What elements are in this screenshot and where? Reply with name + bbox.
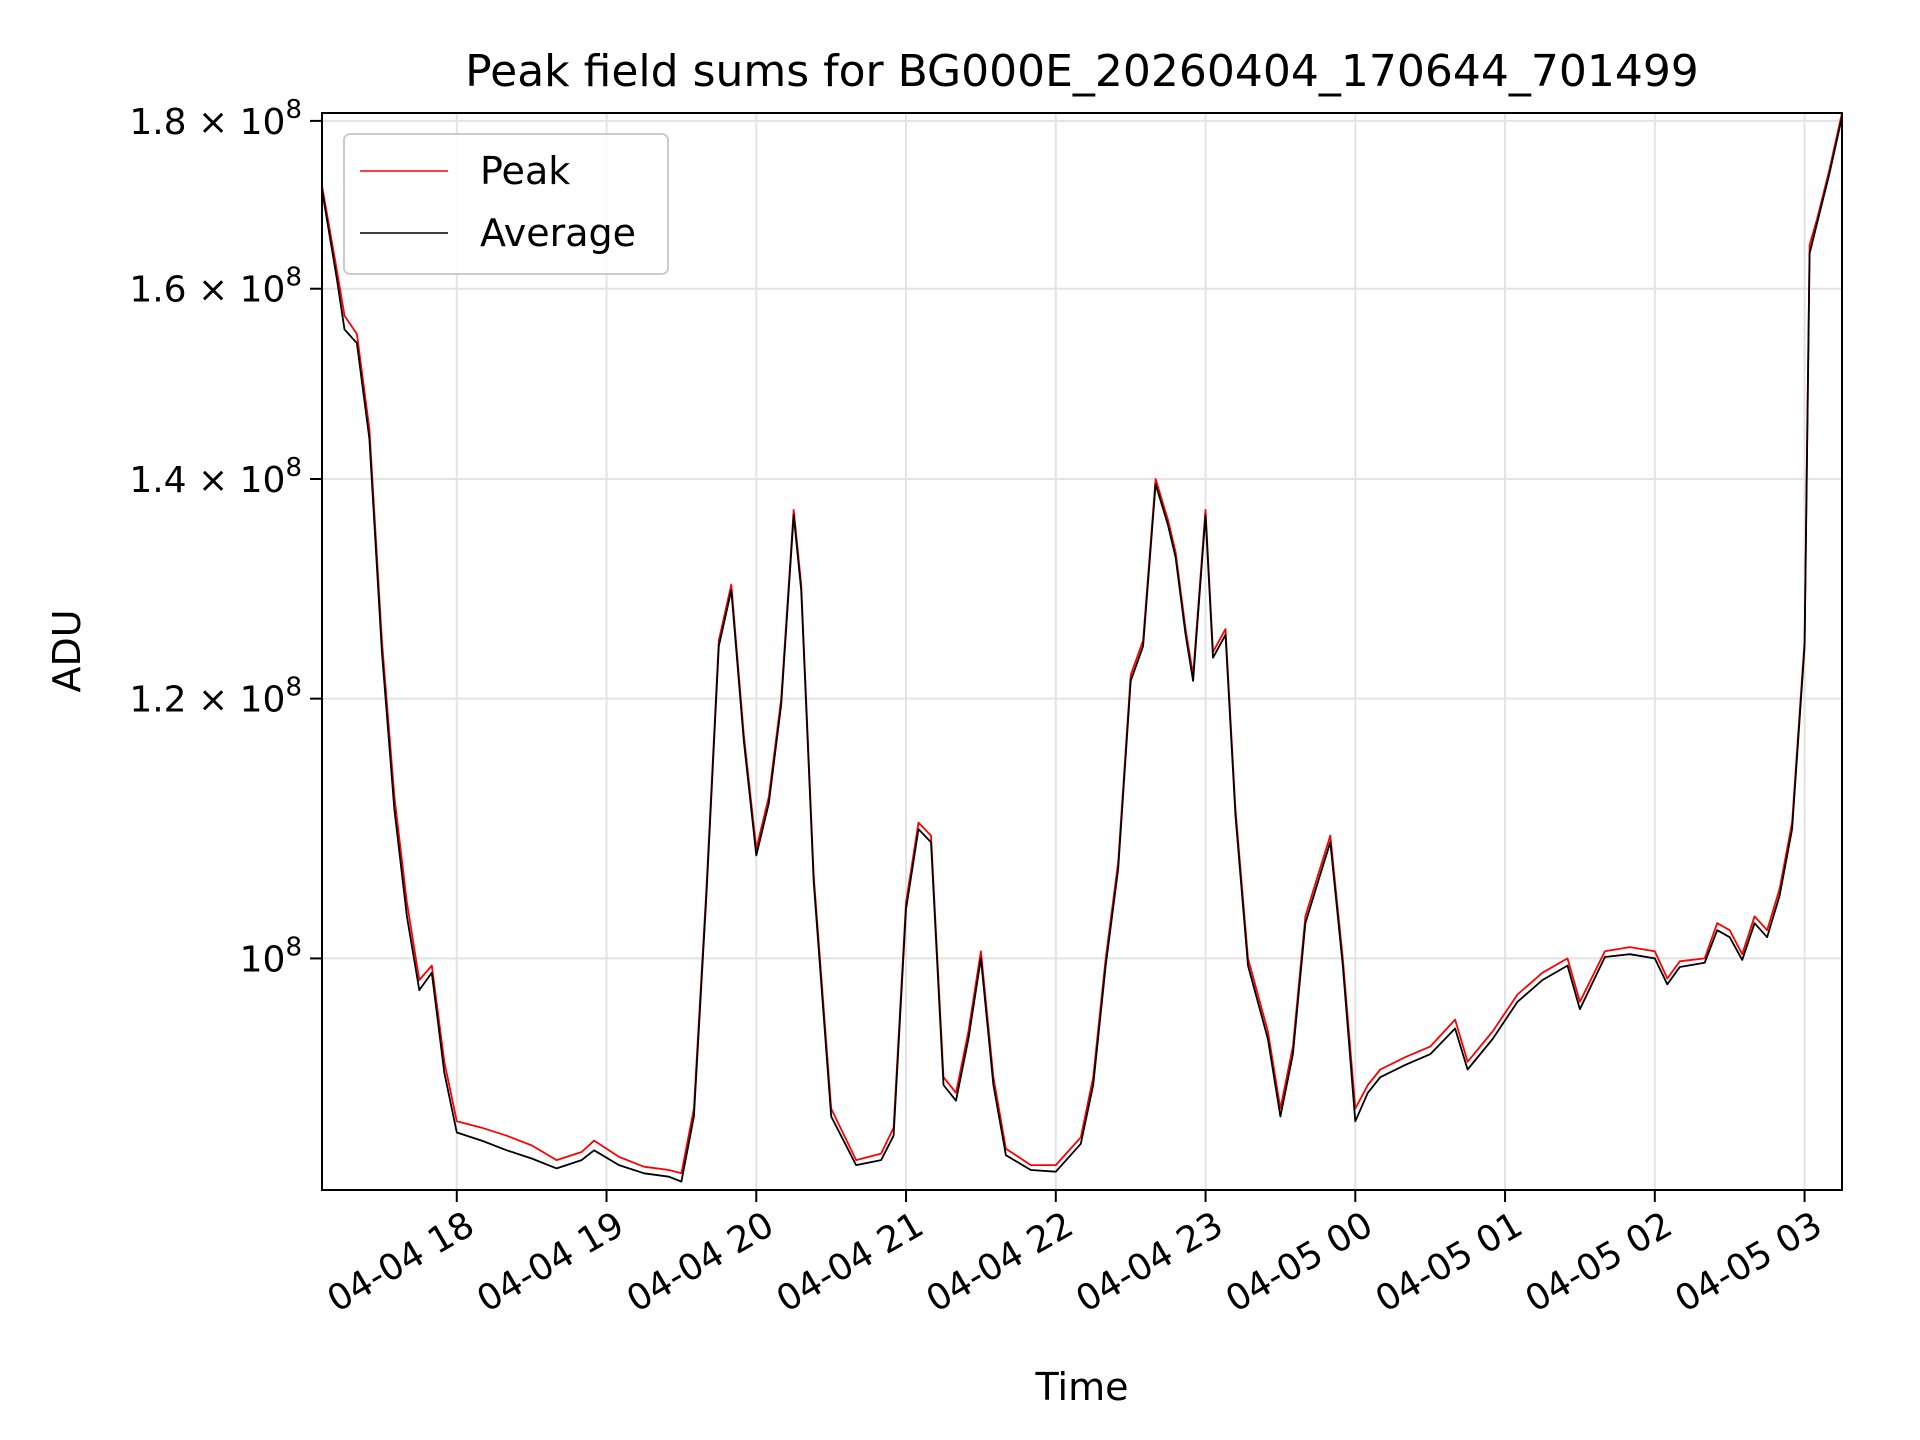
legend-box xyxy=(343,133,669,275)
y-tick-label: 1.4 × 108 xyxy=(129,453,302,501)
series-layer xyxy=(321,112,1843,1183)
series-line-average xyxy=(321,116,1843,1183)
chart-title: Peak field sums for BG000E_20260404_1706… xyxy=(465,46,1699,97)
legend-label-average: Average xyxy=(480,211,636,255)
legend: Peak Average xyxy=(343,133,669,275)
y-tick-label: 1.2 × 108 xyxy=(129,673,302,721)
y-axis: 108 1.2 × 108 1.4 × 108 1.6 × 108 1.8 × 108 xyxy=(129,95,322,980)
y-tick-label: 108 xyxy=(240,932,302,980)
plot-frame xyxy=(321,112,1843,1191)
y-tick-label: 1.8 × 108 xyxy=(129,95,302,143)
y-tick-label: 1.6 × 108 xyxy=(129,263,302,311)
y-axis-title: ADU xyxy=(45,609,89,692)
series-line-peak xyxy=(321,112,1843,1175)
legend-label-peak: Peak xyxy=(480,149,570,193)
x-axis-title: Time xyxy=(1035,1365,1129,1409)
